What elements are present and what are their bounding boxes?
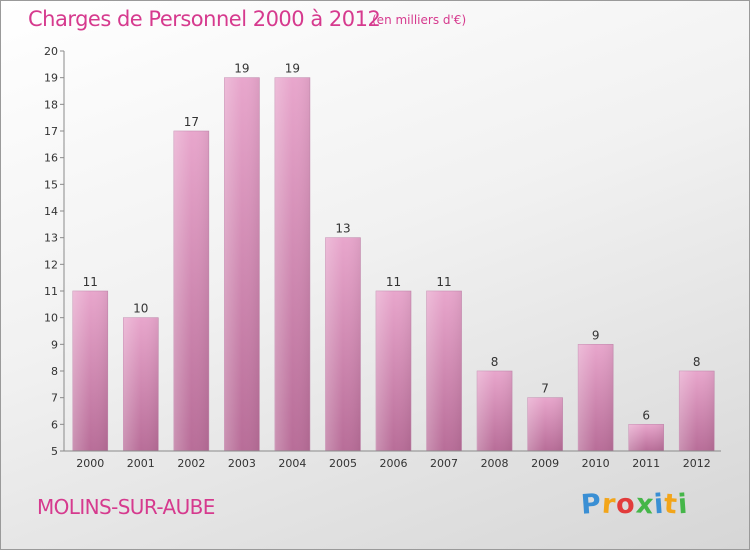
bar-value-label: 7 bbox=[541, 382, 549, 396]
x-tick-label: 2001 bbox=[127, 457, 155, 470]
bar-value-label: 8 bbox=[491, 355, 499, 369]
y-tick-label: 9 bbox=[51, 338, 58, 351]
bar-sheen bbox=[679, 371, 715, 451]
bar-value-label: 19 bbox=[234, 62, 249, 76]
y-tick-label: 10 bbox=[44, 312, 58, 325]
bars: 11 10 17 19 19 13 11 11 8 7 9 6 8 bbox=[72, 62, 715, 452]
bar-value-label: 8 bbox=[693, 355, 701, 369]
x-tick-label: 2012 bbox=[683, 457, 711, 470]
x-tick-label: 2002 bbox=[177, 457, 205, 470]
y-tick-label: 20 bbox=[44, 45, 58, 58]
y-tick-label: 14 bbox=[44, 205, 58, 218]
bar-sheen bbox=[325, 237, 361, 451]
x-tick-label: 2004 bbox=[278, 457, 306, 470]
bar-value-label: 13 bbox=[335, 222, 350, 236]
bar-sheen bbox=[224, 77, 260, 452]
x-tick-label: 2011 bbox=[632, 457, 660, 470]
bar-value-label: 19 bbox=[285, 62, 300, 76]
x-tick-label: 2000 bbox=[76, 457, 104, 470]
logo-letter: i bbox=[677, 488, 690, 521]
bar-sheen bbox=[628, 424, 664, 451]
bar-value-label: 10 bbox=[133, 302, 148, 316]
y-axis: 5 6 7 8 9 10 11 12 13 14 15 16 17 18 19 20 bbox=[44, 45, 65, 458]
bar-sheen bbox=[527, 397, 563, 451]
x-tick-label: 2010 bbox=[582, 457, 610, 470]
y-tick-label: 12 bbox=[44, 258, 58, 271]
chart-subtitle: (en milliers d'€) bbox=[372, 13, 467, 27]
y-tick-label: 13 bbox=[44, 232, 58, 245]
bar-value-label: 6 bbox=[642, 408, 650, 422]
y-tick-label: 19 bbox=[44, 72, 58, 85]
bar-value-label: 17 bbox=[184, 115, 199, 129]
logo-letter: x bbox=[634, 488, 656, 521]
y-tick-label: 17 bbox=[44, 125, 58, 138]
y-tick-label: 16 bbox=[44, 152, 58, 165]
logo-letter: P bbox=[579, 488, 603, 521]
y-tick-label: 7 bbox=[51, 392, 58, 405]
bar-sheen bbox=[578, 344, 614, 451]
y-tick-label: 6 bbox=[51, 418, 58, 431]
x-tick-label: 2005 bbox=[329, 457, 357, 470]
x-tick-label: 2009 bbox=[531, 457, 559, 470]
y-tick-label: 11 bbox=[44, 285, 58, 298]
bar-sheen bbox=[477, 371, 513, 451]
proxiti-logo: Proxiti bbox=[579, 488, 690, 521]
bar-value-label: 11 bbox=[83, 275, 98, 289]
logo-letter: o bbox=[615, 488, 637, 521]
x-tick-label: 2007 bbox=[430, 457, 458, 470]
commune-name: MOLINS-SUR-AUBE bbox=[37, 495, 215, 519]
y-tick-label: 18 bbox=[44, 98, 58, 111]
y-tick-label: 8 bbox=[51, 365, 58, 378]
x-tick-label: 2006 bbox=[380, 457, 408, 470]
chart-title: Charges de Personnel 2000 à 2012 bbox=[28, 7, 381, 31]
bar-sheen bbox=[376, 291, 411, 451]
bar-sheen bbox=[274, 77, 310, 452]
bar-sheen bbox=[72, 291, 108, 451]
x-tick-label: 2008 bbox=[481, 457, 509, 470]
bar-sheen bbox=[426, 291, 462, 451]
x-tick-label: 2003 bbox=[228, 457, 256, 470]
bar-value-label: 11 bbox=[436, 275, 451, 289]
y-tick-label: 15 bbox=[44, 178, 58, 191]
bar-value-label: 9 bbox=[592, 328, 600, 342]
bar-sheen bbox=[123, 317, 159, 451]
bar-value-label: 11 bbox=[386, 275, 401, 289]
bar-sheen bbox=[173, 131, 209, 451]
y-tick-label: 5 bbox=[51, 445, 58, 458]
x-axis: 2000 2001 2002 2003 2004 2005 2006 2007 2008 2009… bbox=[64, 450, 721, 470]
